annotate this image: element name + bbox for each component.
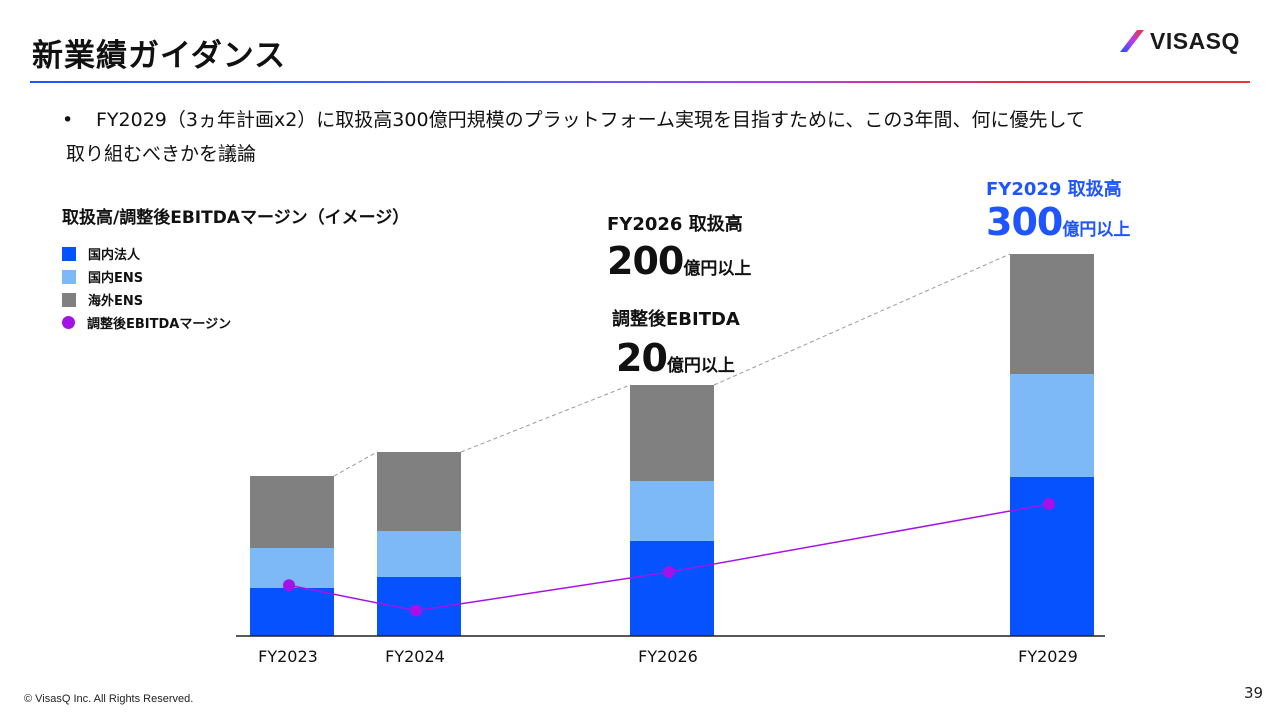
page-number: 39 [1244,684,1264,702]
annotation-value: 200 [607,239,684,283]
legend-label: 国内法人 [88,248,141,263]
legend-item-ebitda-margin: 調整後EBITDAマージン [62,311,231,334]
bullet-marker: • [62,109,74,131]
chart-legend: 国内法人 国内ENS 海外ENS 調整後EBITDAマージン [62,242,231,334]
bar-fy2024-series-1 [377,531,461,577]
bullet-line-1: FY2029（3ヵ年計画x2）に取扱高300億円規模のプラットフォーム実現を目指… [96,109,1085,131]
annotation-fy2029-revenue: FY2029 取扱高 300億円以上 [986,175,1130,243]
annotation-fy2026-ebitda: 調整後EBITDA 20億円以上 [612,305,740,379]
legend-label: 国内ENS [88,271,144,286]
legend-item-domestic-ens: 国内ENS [62,265,231,288]
visasq-logo: VISASQ [1120,24,1240,58]
ebitda-margin-line [288,503,1050,612]
annotation-unit: 億円以上 [683,259,752,279]
annotation-label: 調整後EBITDA [612,309,740,330]
dashed-connector-0 [333,451,378,477]
annotation-label: FY2029 取扱高 [986,179,1122,200]
copyright-notice: © VisasQ Inc. All Rights Reserved. [24,693,194,705]
legend-item-domestic-corporate: 国内法人 [62,242,231,265]
ebitda-margin-point-fy2023 [283,579,295,592]
page-title: 新業績ガイダンス [32,38,287,74]
legend-label: 調整後EBITDAマージン [87,317,232,332]
bar-fy2029-series-2 [1010,254,1094,374]
legend-swatch-ebitda-margin [62,316,75,329]
bar-fy2026-series-0 [630,541,714,636]
annotation-label: FY2026 取扱高 [607,214,743,235]
x-tick-label-fy2023: FY2023 [258,647,318,666]
annotation-unit: 億円以上 [1062,220,1131,240]
dashed-connector-2 [713,253,1011,386]
ebitda-margin-point-fy2024 [410,604,422,617]
logo-text: VISASQ [1150,27,1240,54]
bar-fy2029-series-1 [1010,374,1094,477]
ebitda-margin-point-fy2026 [663,566,675,579]
annotation-value: 300 [986,200,1063,244]
annotation-fy2026-revenue: FY2026 取扱高 200億円以上 [607,210,751,282]
legend-swatch-domestic-ens [62,269,76,284]
legend-item-overseas-ens: 海外ENS [62,288,231,311]
chart-title: 取扱高/調整後EBITDAマージン（イメージ） [62,208,410,228]
header-divider [30,81,1250,83]
legend-swatch-domestic-corporate [62,246,76,261]
legend-label: 海外ENS [88,294,144,309]
x-tick-label-fy2024: FY2024 [385,647,445,666]
bar-fy2026-series-1 [630,481,714,541]
x-tick-label-fy2029: FY2029 [1018,647,1078,666]
annotation-unit: 億円以上 [666,356,735,376]
bar-fy2023-series-2 [250,476,334,548]
ebitda-margin-point-fy2029 [1043,498,1055,511]
slash-logo-icon [1120,30,1144,52]
bar-fy2026-series-2 [630,385,714,481]
dashed-connector-1 [460,384,631,453]
annotation-value: 20 [616,336,668,380]
legend-swatch-overseas-ens [62,292,76,307]
bar-fy2024-series-2 [377,452,461,531]
bullet-paragraph: • FY2029（3ヵ年計画x2）に取扱高300億円規模のプラットフォーム実現を… [62,104,1222,137]
bar-fy2023-series-0 [250,588,334,636]
bullet-line-2: 取り組むべきかを議論 [66,143,257,165]
x-tick-label-fy2026: FY2026 [638,647,698,666]
bullet-continuation: 取り組むべきかを議論 [66,138,1226,171]
